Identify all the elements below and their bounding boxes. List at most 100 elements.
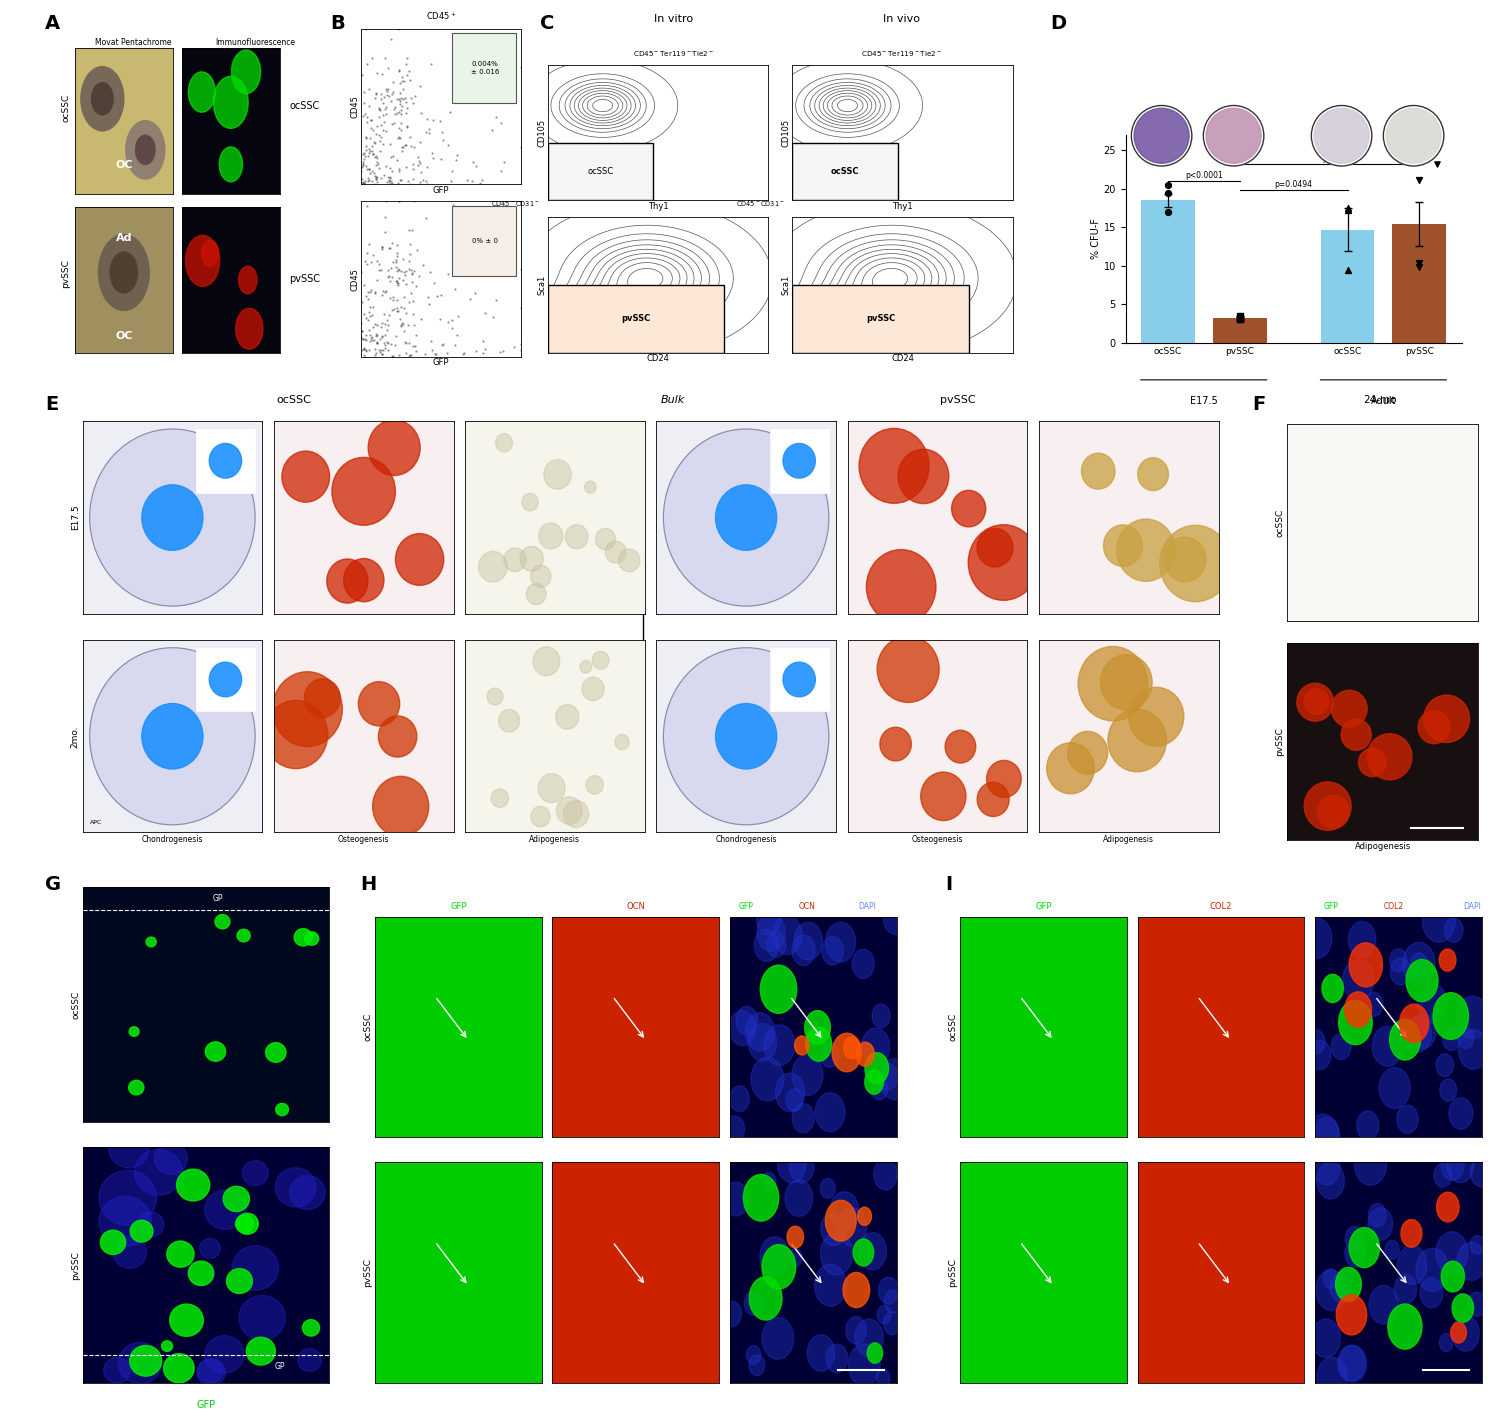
Point xyxy=(436,310,460,333)
Point xyxy=(436,262,460,285)
Point xyxy=(470,169,494,192)
Circle shape xyxy=(880,727,912,761)
Point xyxy=(380,171,404,193)
Circle shape xyxy=(1436,1054,1454,1077)
Circle shape xyxy=(582,677,604,701)
Point xyxy=(1227,308,1251,330)
Point xyxy=(394,102,418,124)
Circle shape xyxy=(945,731,975,763)
Point xyxy=(352,82,376,104)
Circle shape xyxy=(766,933,786,957)
Point xyxy=(375,309,399,332)
Point xyxy=(402,158,426,181)
Bar xyxy=(548,144,654,200)
Circle shape xyxy=(856,1043,874,1067)
Point xyxy=(354,126,378,148)
Bar xyxy=(1212,317,1266,343)
Point xyxy=(358,127,382,150)
Circle shape xyxy=(1401,1219,1422,1247)
Circle shape xyxy=(538,523,562,549)
Point xyxy=(462,281,486,303)
Circle shape xyxy=(186,236,219,286)
Circle shape xyxy=(142,485,202,550)
Circle shape xyxy=(154,1143,188,1174)
Point xyxy=(416,172,440,195)
Point xyxy=(356,253,380,275)
Point xyxy=(354,155,378,178)
Point xyxy=(351,303,375,326)
Point xyxy=(392,87,416,110)
Point xyxy=(472,337,496,360)
Point xyxy=(387,158,411,181)
Circle shape xyxy=(1242,1250,1280,1301)
Circle shape xyxy=(1144,1009,1170,1043)
Circle shape xyxy=(236,309,262,349)
Circle shape xyxy=(164,1353,194,1383)
Circle shape xyxy=(606,540,625,563)
Circle shape xyxy=(1368,734,1411,780)
Circle shape xyxy=(264,700,328,769)
Circle shape xyxy=(729,1010,756,1046)
Point xyxy=(402,190,426,213)
Circle shape xyxy=(867,1343,882,1363)
Point xyxy=(484,106,508,128)
Point xyxy=(350,326,374,349)
Circle shape xyxy=(772,916,802,955)
Point xyxy=(366,152,390,175)
Point xyxy=(387,117,411,140)
Point xyxy=(406,150,430,172)
Point xyxy=(350,312,374,334)
Circle shape xyxy=(762,1318,794,1359)
Point xyxy=(364,114,388,137)
Point xyxy=(350,326,374,349)
Text: D: D xyxy=(1050,14,1066,32)
Point xyxy=(380,172,404,195)
Point xyxy=(392,261,416,284)
Circle shape xyxy=(1410,954,1428,978)
Text: In vivo: In vivo xyxy=(884,14,920,24)
Circle shape xyxy=(1410,1015,1436,1048)
Point xyxy=(362,316,386,339)
Point xyxy=(366,332,390,354)
Text: G: G xyxy=(45,875,62,893)
Circle shape xyxy=(162,1340,172,1352)
Point xyxy=(374,47,398,69)
Circle shape xyxy=(452,1331,466,1352)
Text: DAPI: DAPI xyxy=(858,902,876,910)
Circle shape xyxy=(1372,1026,1402,1067)
Circle shape xyxy=(867,550,936,624)
Point xyxy=(357,308,381,330)
Circle shape xyxy=(621,981,638,1002)
Point xyxy=(384,325,408,347)
Point xyxy=(1156,200,1180,223)
Circle shape xyxy=(921,772,966,821)
Point xyxy=(364,330,388,353)
Point xyxy=(386,260,410,282)
Point xyxy=(394,90,418,113)
Point xyxy=(364,323,388,346)
Point xyxy=(390,69,414,92)
Point xyxy=(399,282,423,305)
Circle shape xyxy=(792,935,814,965)
Point xyxy=(357,158,381,181)
Circle shape xyxy=(90,429,255,607)
Point xyxy=(408,171,432,193)
Point xyxy=(368,157,392,179)
Circle shape xyxy=(522,494,538,511)
Point xyxy=(388,169,412,192)
Point xyxy=(472,301,496,323)
Circle shape xyxy=(730,1086,750,1112)
Circle shape xyxy=(748,1355,765,1376)
Circle shape xyxy=(843,1273,870,1308)
Point xyxy=(1335,199,1359,222)
Point xyxy=(366,339,390,361)
Point xyxy=(352,250,376,272)
Circle shape xyxy=(110,253,138,293)
Point xyxy=(358,109,382,131)
Text: GFP: GFP xyxy=(196,1400,216,1410)
Point xyxy=(366,147,390,169)
Circle shape xyxy=(442,972,456,989)
Point xyxy=(468,172,492,195)
Circle shape xyxy=(1317,1357,1347,1397)
Point xyxy=(429,120,453,143)
